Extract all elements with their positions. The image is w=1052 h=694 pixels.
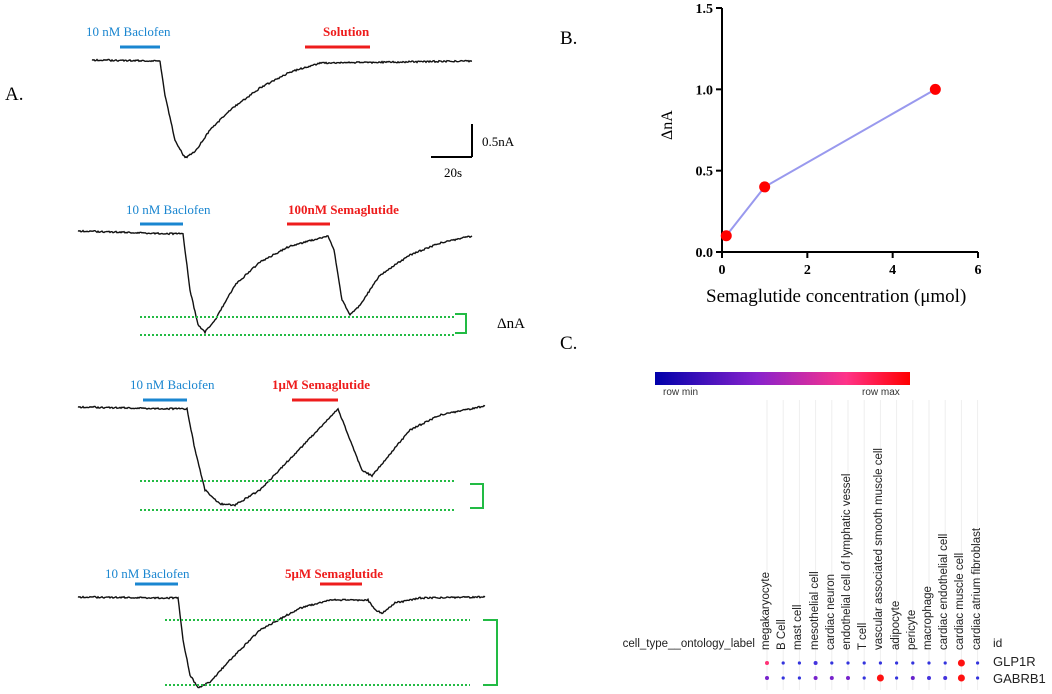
trace2-bracket — [455, 313, 467, 334]
x-tick-label: 4 — [889, 263, 896, 278]
heatmap-dot — [781, 676, 785, 680]
trace4-baclofen-label: 10 nM Baclofen — [105, 566, 190, 581]
trace3 — [77, 404, 486, 507]
column-label: cardiac muscle cell — [954, 552, 967, 650]
series-line — [725, 88, 936, 237]
heatmap-dot — [943, 676, 948, 680]
heatmap-dot — [765, 676, 769, 680]
heatmap-dot — [862, 661, 866, 665]
x-tick-label: 6 — [975, 263, 982, 278]
scale-current-label: 0.5nA — [482, 134, 515, 149]
trace2-baclofen-label: 10 nM Baclofen — [126, 202, 211, 217]
column-label: cardiac neuron — [824, 573, 837, 650]
id-header-label: id — [993, 636, 1003, 650]
data-point — [929, 83, 941, 95]
heatmap-dot — [895, 676, 899, 680]
heatmap-dot — [813, 676, 818, 680]
heatmap-dot — [943, 661, 947, 665]
heatmap-dot — [846, 661, 850, 665]
trace3-baclofen-label: 10 nM Baclofen — [130, 377, 215, 392]
chart-ylabel: ΔnA — [659, 110, 676, 140]
trace1-treatment-label: Solution — [323, 24, 370, 39]
heatmap-dot — [957, 674, 965, 682]
trace1 — [91, 58, 473, 159]
trace3-treatment-label: 1μM Semaglutide — [272, 377, 371, 392]
panel-label-b: B. — [560, 28, 578, 49]
column-label: cardiac endothelial cell — [938, 533, 951, 650]
delta-na-label: ΔnA — [497, 316, 525, 332]
column-label: pericyte — [905, 609, 918, 650]
row-id-glp1r: GLP1R — [993, 654, 1036, 669]
heatmap-dot — [927, 676, 931, 680]
row-header-label: cell_type__ontology_label — [622, 638, 755, 650]
heatmap-dot — [797, 676, 802, 680]
heatmap-dot — [957, 659, 965, 667]
column-label: endothelial cell of lymphatic vessel — [841, 473, 853, 650]
column-label: mast cell — [792, 604, 805, 650]
trace2-treatment-label: 100nM Semaglutide — [288, 202, 399, 217]
trace4 — [77, 595, 486, 689]
heatmap-dot — [813, 661, 818, 665]
trace3-bracket — [470, 483, 484, 509]
y-tick-label: 0.0 — [696, 246, 714, 261]
data-point — [759, 181, 771, 193]
y-tick-label: 1.0 — [696, 83, 714, 98]
heatmap-dot — [765, 661, 769, 665]
column-label: mesothelial cell — [808, 571, 821, 650]
panel-label-a: A. — [5, 84, 24, 105]
scale-time-label: 20s — [444, 165, 463, 180]
heatmap-dot — [895, 661, 899, 665]
x-tick-label: 2 — [804, 263, 811, 278]
trace2 — [77, 229, 473, 335]
column-label: megakaryocyte — [760, 572, 772, 650]
colorbar-min-label: row min — [663, 387, 699, 398]
y-tick-label: 0.5 — [696, 165, 714, 180]
column-label: macrophage — [922, 586, 934, 650]
heatmap-dot — [976, 676, 980, 680]
chart-xlabel: Semaglutide concentration (μmol) — [706, 286, 967, 307]
column-label: T cell — [857, 622, 870, 650]
trace4-bracket — [483, 619, 498, 686]
colorbar — [655, 372, 910, 385]
heatmap-dot — [797, 661, 802, 665]
heatmap-dot — [862, 676, 866, 680]
heatmap-dot — [846, 676, 850, 680]
colorbar-max-label: row max — [862, 387, 900, 398]
heatmap-dot — [876, 674, 884, 682]
panel-label-c: C. — [560, 333, 578, 354]
column-label: vascular associated smooth muscle cell — [873, 448, 886, 650]
trace1-baclofen-label: 10 nM Baclofen — [86, 24, 171, 39]
heatmap-dot — [976, 661, 980, 665]
heatmap-dot — [829, 676, 834, 680]
data-point — [720, 230, 732, 242]
heatmap-dot — [781, 661, 785, 665]
column-label: adipocyte — [889, 600, 902, 650]
trace4-treatment-label: 5μM Semaglutide — [285, 566, 384, 581]
heatmap-dot — [878, 661, 883, 665]
x-tick-label: 0 — [719, 263, 726, 278]
column-label: cardiac atrium fibroblast — [970, 527, 983, 650]
y-tick-label: 1.5 — [696, 2, 714, 17]
column-label: B Cell — [776, 619, 789, 650]
heatmap-dot — [927, 661, 931, 665]
heatmap-dot — [910, 676, 915, 680]
heatmap-dot — [911, 661, 915, 665]
row-id-gabrb1: GABRB1 — [993, 671, 1046, 686]
heatmap-dot — [830, 661, 834, 665]
